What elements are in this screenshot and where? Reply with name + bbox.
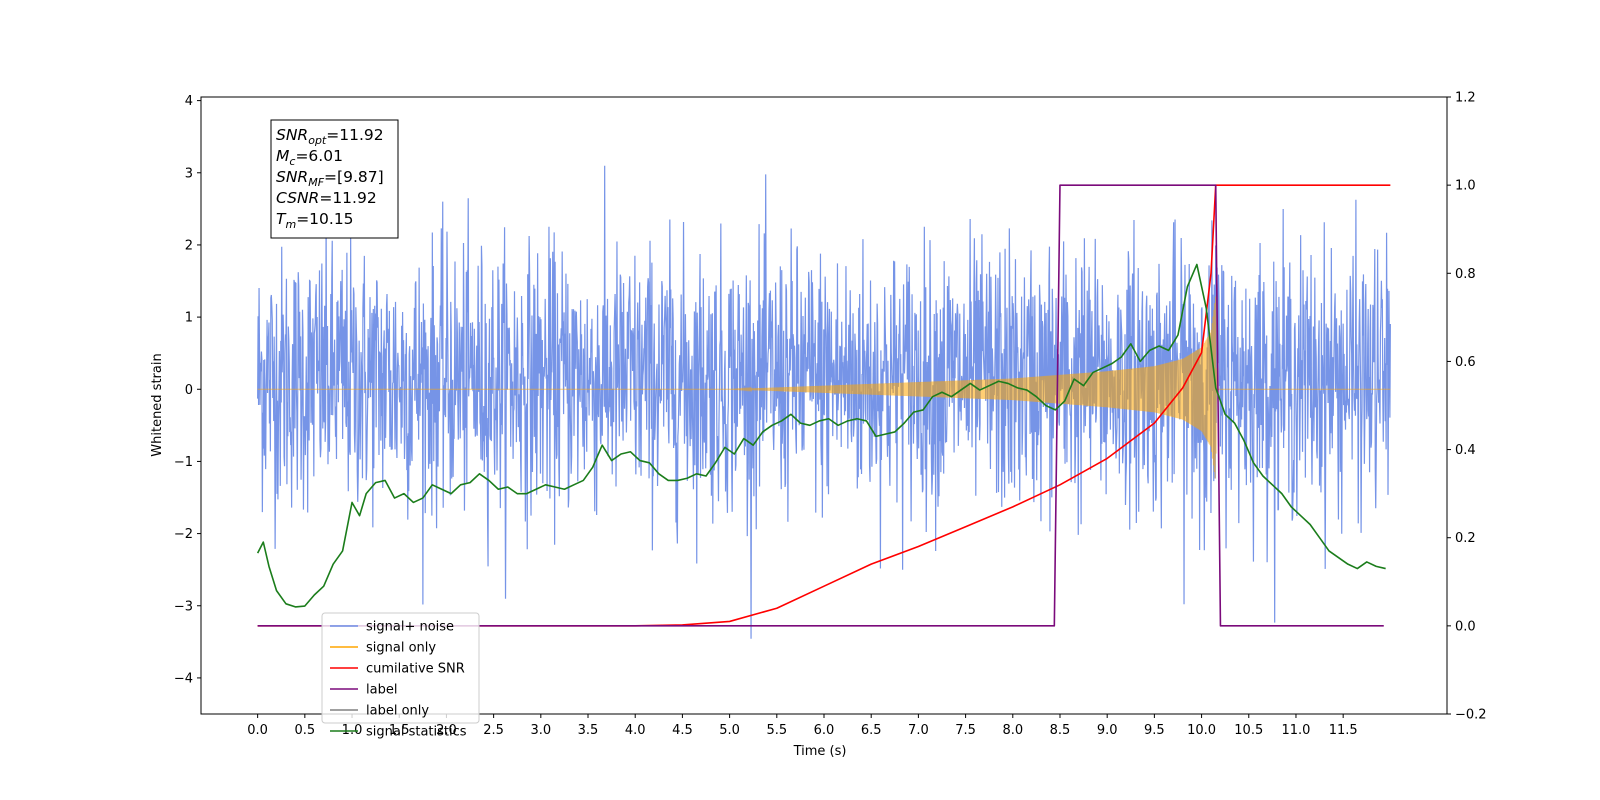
x-tick-label: 8.0 (1002, 723, 1023, 738)
x-tick-label: 0.0 (247, 723, 268, 738)
series-label (257, 184, 1384, 627)
legend-label: signal only (366, 641, 436, 656)
x-tick-label: 4.5 (672, 723, 693, 738)
y-tick-label: −4 (174, 671, 193, 686)
annotation-line: Mc=6.01 (276, 147, 343, 168)
legend-label: label (366, 683, 397, 698)
legend-label: cumilative SNR (366, 662, 465, 677)
y-tick-label: −2 (174, 527, 193, 542)
annotation-line: SNRopt=11.92 (276, 126, 384, 147)
x-tick-label: 2.0 (436, 723, 457, 738)
y2-tick-label: 0.4 (1455, 443, 1476, 458)
series-cumulative-snr (257, 184, 1391, 627)
y2-tick-label: 1.0 (1455, 179, 1476, 194)
x-tick-label: 6.0 (814, 723, 835, 738)
legend-label: signal statistics (366, 725, 467, 740)
y2-tick-label: 0.2 (1455, 531, 1476, 546)
series-signal-noise (257, 165, 1391, 639)
annotation-line: CSNR=11.92 (276, 189, 377, 207)
x-axis: 0.0 0.5 1.0 1.5 2.0 2.5 3.0 3.5 4.0 4.5 5.0 5.5 6.0 6… (247, 714, 1358, 738)
x-tick-label: 11.5 (1329, 723, 1358, 738)
legend-label: signal+ noise (366, 620, 454, 635)
annotation-line: Tm=10.15 (276, 210, 354, 231)
series-signal-only (257, 296, 1391, 479)
x-tick-label: 2.5 (483, 723, 504, 738)
y-axis-right: −0.2 0.0 0.2 0.4 0.6 0.8 1.0 1.2 (1447, 91, 1487, 723)
x-tick-label: 10.5 (1234, 723, 1263, 738)
x-tick-label: 7.0 (908, 723, 929, 738)
y-tick-label: −1 (174, 455, 193, 470)
y2-tick-label: −0.2 (1455, 708, 1487, 723)
snr-annotation-box: SNRopt=11.92Mc=6.01SNRMF=[9.87]CSNR=11.9… (270, 119, 399, 239)
legend-frame (321, 612, 480, 724)
y-tick-label: 3 (185, 166, 193, 181)
x-tick-label: 3.0 (530, 723, 551, 738)
x-tick-label: 7.5 (955, 723, 976, 738)
y2-tick-label: 0.6 (1455, 355, 1476, 370)
x-tick-label: 0.5 (294, 723, 315, 738)
annotation-line: SNRMF=[9.87] (276, 168, 384, 189)
y2-tick-label: 0.8 (1455, 267, 1476, 282)
x-tick-label: 4.0 (625, 723, 646, 738)
y-tick-label: 0 (185, 383, 193, 398)
legend: signal+ noise signal only cumilative SNR la… (321, 612, 480, 740)
y-tick-label: −3 (174, 599, 193, 614)
x-tick-label: 8.5 (1050, 723, 1071, 738)
annotation-frame (270, 119, 399, 239)
y-tick-label: 2 (185, 238, 193, 253)
x-tick-label: 5.5 (766, 723, 787, 738)
y-axis-label: Whitened strain (150, 353, 165, 456)
y2-tick-label: 0.0 (1455, 619, 1476, 634)
x-tick-label: 11.0 (1281, 723, 1310, 738)
y2-tick-label: 1.2 (1455, 91, 1476, 106)
x-tick-label: 6.5 (861, 723, 882, 738)
x-tick-label: 3.5 (578, 723, 599, 738)
x-tick-label: 9.0 (1097, 723, 1118, 738)
legend-label: label only (366, 704, 429, 719)
x-tick-label: 1.5 (389, 723, 410, 738)
plot-area (256, 165, 1391, 639)
x-tick-label: 5.0 (719, 723, 740, 738)
y-tick-label: 4 (185, 94, 193, 109)
series-signal-statistics (256, 263, 1386, 608)
x-tick-label: 9.5 (1144, 723, 1165, 738)
x-tick-label: 10.0 (1187, 723, 1216, 738)
x-axis-label: Time (s) (793, 744, 847, 759)
y-tick-label: 1 (185, 311, 193, 326)
y-axis-left: −4 −3 −2 −1 0 1 2 3 4 (174, 94, 201, 686)
